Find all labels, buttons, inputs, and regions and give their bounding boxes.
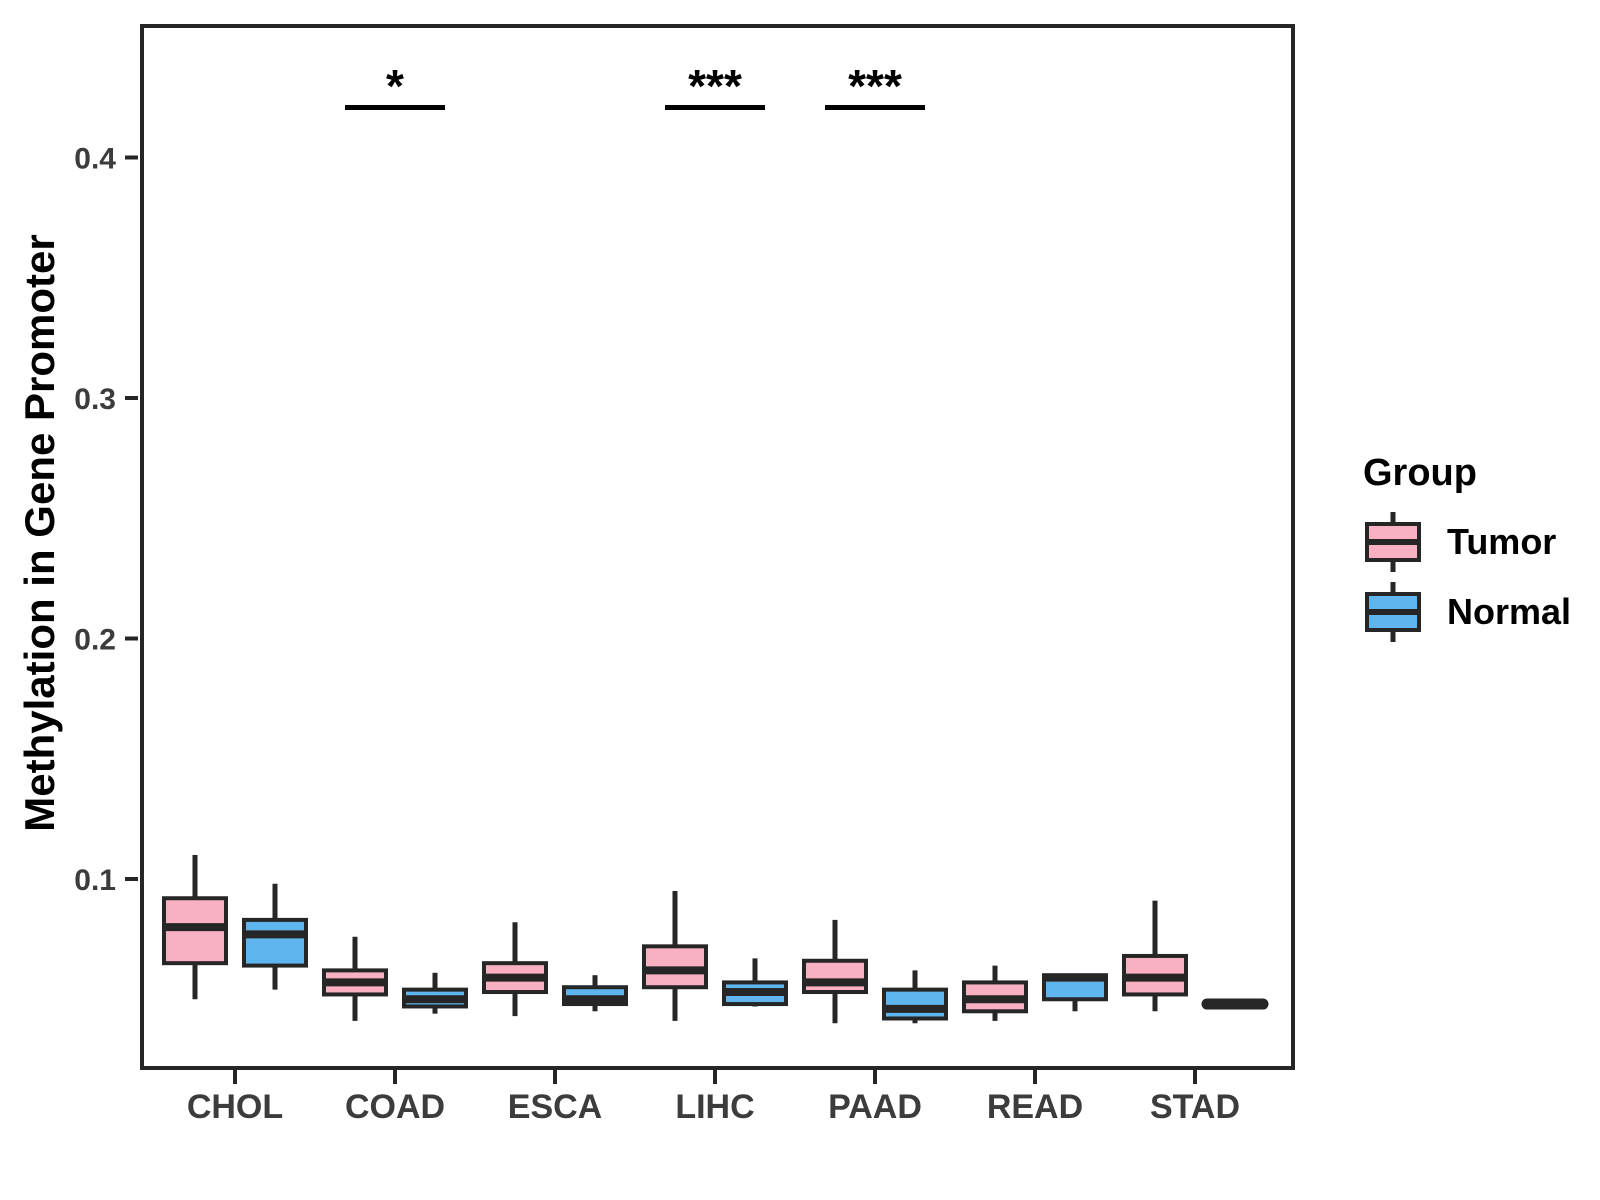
box-PAAD-tumor bbox=[802, 958, 868, 995]
y-axis-title: Methylation in Gene Promoter bbox=[16, 234, 63, 832]
significance-stars-PAAD: *** bbox=[848, 60, 902, 112]
y-tick-label-0.3: 0.3 bbox=[74, 383, 116, 416]
significance-stars-COAD: * bbox=[386, 60, 404, 112]
legend-title: Group bbox=[1363, 452, 1477, 494]
x-tick-label-CHOL: CHOL bbox=[187, 1088, 283, 1126]
legend-item-label-normal: Normal bbox=[1447, 591, 1572, 632]
legend-item-label-tumor: Tumor bbox=[1447, 521, 1557, 562]
box-PAAD-normal bbox=[882, 987, 948, 1021]
normal-boxplot-key-icon bbox=[1365, 582, 1421, 642]
y-tick-label-0.2: 0.2 bbox=[74, 624, 116, 657]
x-tick-label-LIHC: LIHC bbox=[675, 1088, 754, 1126]
x-tick-label-PAAD: PAAD bbox=[828, 1088, 922, 1126]
x-tick-label-READ: READ bbox=[987, 1088, 1083, 1126]
x-tick-label-STAD: STAD bbox=[1150, 1088, 1240, 1126]
legend-item-tumor: Tumor bbox=[1363, 511, 1571, 573]
legend-item-normal: Normal bbox=[1363, 581, 1571, 643]
tumor-boxplot-key-icon bbox=[1365, 512, 1421, 572]
y-tick-label-0.4: 0.4 bbox=[74, 143, 116, 176]
y-tick-label-0.1: 0.1 bbox=[74, 864, 116, 897]
panel-border bbox=[140, 24, 1295, 1070]
x-tick-label-COAD: COAD bbox=[345, 1088, 445, 1126]
significance-stars-LIHC: *** bbox=[688, 60, 742, 112]
box-CHOL-normal bbox=[242, 917, 308, 968]
legend: Group Tumor Normal bbox=[1363, 452, 1571, 651]
x-tick-label-ESCA: ESCA bbox=[508, 1088, 602, 1126]
